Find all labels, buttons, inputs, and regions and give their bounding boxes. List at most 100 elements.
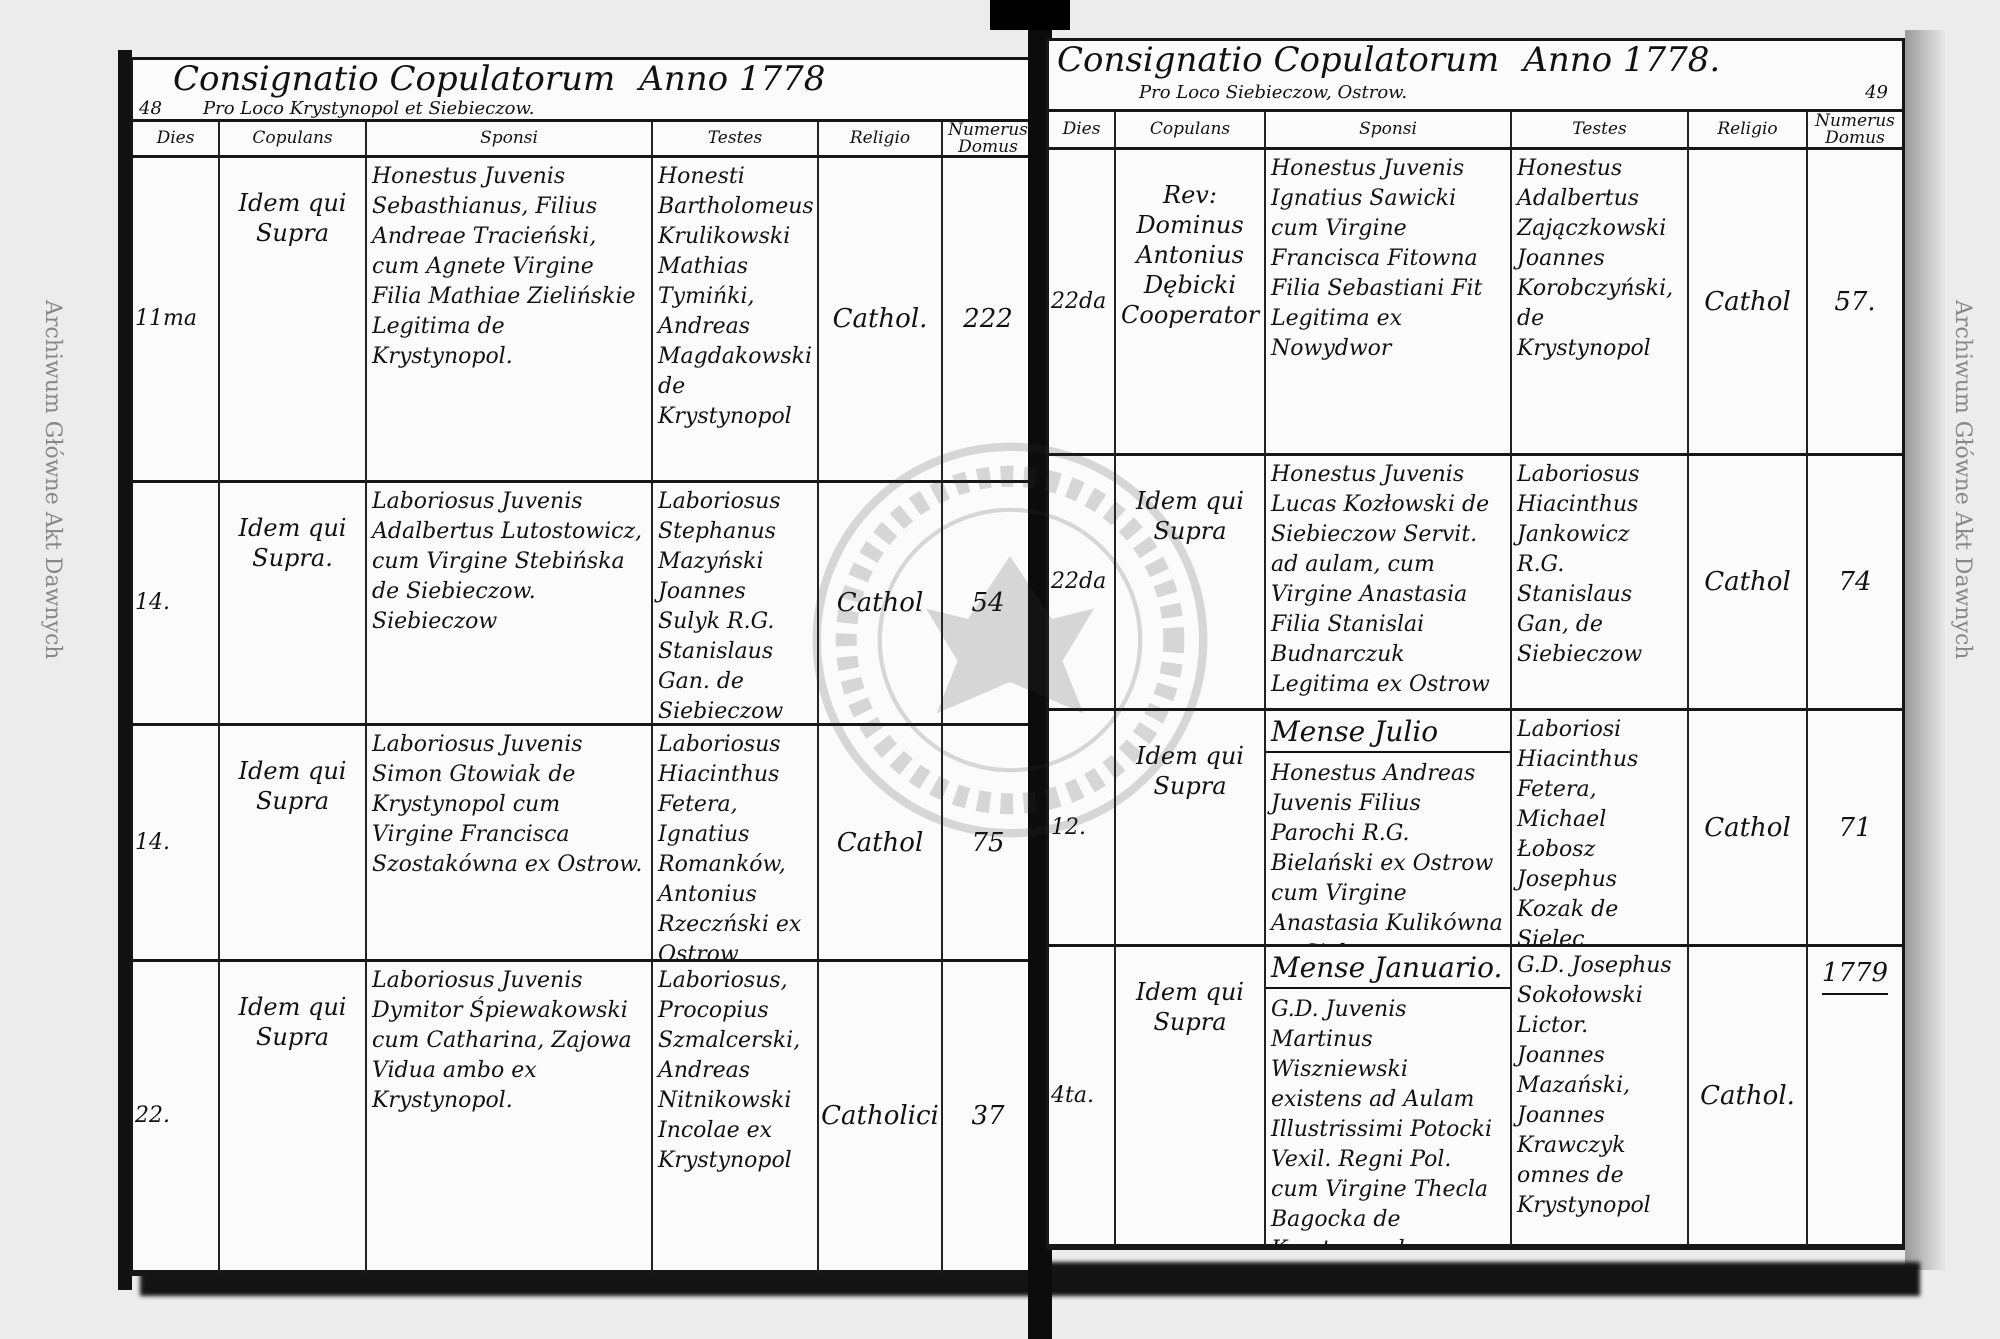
cell-numerus: 57. <box>1808 150 1902 456</box>
cell-sponsi: Laboriosus Juvenis Dymitor Śpiewakowski … <box>367 962 653 1273</box>
copulans-value: Rev: Dominus Antonius Dębicki Cooperator <box>1121 181 1260 329</box>
dies-value: 14. <box>135 590 170 615</box>
title-text: Consignatio Copulatorum <box>173 60 616 99</box>
cell-religio: Cathol <box>1689 150 1808 456</box>
book-binding-top <box>990 0 1070 30</box>
cell-dies: 14. <box>133 726 220 962</box>
page-header: Consignatio Copulatorum Anno 1778. Pro Lo… <box>1049 41 1902 112</box>
testes-value: Laboriosus Stephanus Mazyński Joannes Su… <box>658 489 784 724</box>
sponsi-value: Honestus Juvenis Sebasthianus, Filius An… <box>372 164 636 369</box>
cell-religio: Catholici <box>819 962 943 1273</box>
numerus-value: 74 <box>1838 567 1872 597</box>
cell-testes: G.D. Josephus Sokołowski Lictor. Joannes… <box>1512 947 1689 1247</box>
religio-value: Catholici <box>821 1101 939 1131</box>
numerus-value: 222 <box>963 304 1013 334</box>
numerus-value: 75 <box>971 827 1005 858</box>
cell-sponsi: Laboriosus Juvenis Simon Gtowiak de Krys… <box>367 726 653 962</box>
religio-value: Cathol <box>836 588 924 618</box>
cell-copulans: Idem qui Supra. <box>220 483 367 726</box>
dies-value: 4ta. <box>1051 1082 1094 1108</box>
column-header-numerus: Numerus Domus <box>943 122 1033 158</box>
sponsi-value: G.D. Juvenis Martinus Wiszniewski existe… <box>1271 997 1493 1244</box>
copulans-value: Idem qui Supra. <box>238 514 347 572</box>
religio-value: Cathol. <box>832 304 928 334</box>
dies-value: 11ma <box>135 306 197 331</box>
sponsi-value: Honestus Andreas Juvenis Filius Parochi … <box>1271 761 1503 944</box>
cell-copulans: Idem qui Supra <box>1116 947 1266 1247</box>
religio-value: Cathol <box>1704 812 1791 843</box>
cell-sponsi: Mense Julio Honestus Andreas Juvenis Fili… <box>1266 711 1512 947</box>
cell-religio: Cathol <box>819 726 943 962</box>
cell-copulans: Idem qui Supra <box>220 962 367 1273</box>
column-header-testes: Testes <box>1512 112 1689 150</box>
cell-copulans: Rev: Dominus Antonius Dębicki Cooperator <box>1116 150 1266 456</box>
page-subtitle: Pro Loco Siebieczow, Ostrow. <box>1139 82 1408 103</box>
copulans-value: Idem qui Supra <box>238 993 347 1051</box>
column-header-copulans: Copulans <box>1116 112 1266 150</box>
cell-dies: 11ma <box>133 158 220 483</box>
cell-copulans: Idem qui Supra <box>220 158 367 483</box>
numerus-value: 54 <box>971 588 1005 618</box>
column-header-sponsi: Sponsi <box>367 122 653 158</box>
column-header-dies: Dies <box>1049 112 1116 150</box>
column-header-testes: Testes <box>653 122 819 158</box>
page-header: Consignatio Copulatorum Anno 1778 Pro Loc… <box>133 60 1033 122</box>
cell-dies: 22. <box>133 962 220 1273</box>
dies-value: 14. <box>135 829 170 855</box>
cell-dies: 22da <box>1049 456 1116 711</box>
cell-copulans: Idem qui Supra <box>1116 456 1266 711</box>
testes-value: G.D. Josephus Sokołowski Lictor. Joannes… <box>1517 953 1672 1218</box>
title-year: Anno 1778. <box>1523 41 1721 80</box>
numerus-value: 57. <box>1834 286 1876 317</box>
cell-testes: Laboriosi Hiacinthus Fetera, Michael Łob… <box>1512 711 1689 947</box>
cell-sponsi: Mense Januario. G.D. Juvenis Martinus Wis… <box>1266 947 1512 1247</box>
cell-dies: 22da <box>1049 150 1116 456</box>
copulans-value: Idem qui Supra <box>1136 742 1244 800</box>
page-title: Consignatio Copulatorum Anno 1778 <box>173 60 825 98</box>
dies-value: 22. <box>135 1103 170 1128</box>
cell-numerus: 1779 <box>1808 947 1902 1247</box>
cell-testes: Honesti Bartholomeus Krulikowski Mathias… <box>653 158 819 483</box>
watermark-right: Archiwum Główne Akt Dawnych <box>1950 300 1975 660</box>
book-edge-left <box>118 50 132 1290</box>
religio-value: Cathol <box>836 827 924 858</box>
cell-dies: 14. <box>133 483 220 726</box>
cell-numerus: 54 <box>943 483 1033 726</box>
testes-value: Honesti Bartholomeus Krulikowski Mathias… <box>658 164 814 429</box>
page-title: Consignatio Copulatorum Anno 1778. <box>1057 41 1720 79</box>
testes-value: Laboriosus Hiacinthus Jankowicz R.G. Sta… <box>1517 462 1643 667</box>
page-edge-shadow <box>1905 30 1945 1270</box>
copulans-value: Idem qui Supra <box>238 189 347 247</box>
column-header-dies: Dies <box>133 122 220 158</box>
column-header-sponsi: Sponsi <box>1266 112 1512 150</box>
copulans-value: Idem qui Supra <box>238 757 347 815</box>
cell-religio: Cathol <box>1689 711 1808 947</box>
cell-dies: 12. <box>1049 711 1116 947</box>
cell-testes: Laboriosus Hiacinthus Fetera, Ignatius R… <box>653 726 819 962</box>
testes-value: Laboriosus Hiacinthus Fetera, Ignatius R… <box>658 732 802 962</box>
cell-testes: Honestus Adalbertus Zajączkowski Joannes… <box>1512 150 1689 456</box>
numerus-value: 37 <box>971 1101 1005 1131</box>
cell-copulans: Idem qui Supra <box>1116 711 1266 947</box>
religio-value: Cathol. <box>1700 1080 1795 1111</box>
cell-sponsi: Honestus Juvenis Lucas Kozłowski de Sieb… <box>1266 456 1512 711</box>
cell-numerus: 37 <box>943 962 1033 1273</box>
dies-value: 12. <box>1051 814 1086 840</box>
cell-religio: Cathol <box>1689 456 1808 711</box>
cell-dies: 4ta. <box>1049 947 1116 1247</box>
watermark-left: Archiwum Główne Akt Dawnych <box>40 300 65 660</box>
page-number: 49 <box>1865 82 1888 103</box>
cell-religio: Cathol. <box>819 158 943 483</box>
numerus-value: 71 <box>1838 812 1872 843</box>
cell-copulans: Idem qui Supra <box>220 726 367 962</box>
column-header-religio: Religio <box>1689 112 1808 150</box>
copulans-value: Idem qui Supra <box>1136 487 1244 545</box>
dies-value: 22da <box>1051 569 1107 594</box>
sponsi-value: Honestus Juvenis Ignatius Sawicki cum Vi… <box>1271 156 1483 361</box>
testes-value: Laboriosi Hiacinthus Fetera, Michael Łob… <box>1517 717 1639 947</box>
dies-value: 22da <box>1051 288 1107 314</box>
month-heading: Mense Januario. <box>1266 947 1510 989</box>
year-note: 1779 <box>1821 951 1889 995</box>
cell-testes: Laboriosus Stephanus Mazyński Joannes Su… <box>653 483 819 726</box>
page-subtitle: Pro Loco Krystynopol et Siebieczow. <box>203 98 535 119</box>
